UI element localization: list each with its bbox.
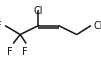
Text: Cl: Cl [94, 21, 101, 31]
Text: F: F [7, 47, 13, 57]
Text: F: F [0, 21, 2, 31]
Text: Cl: Cl [34, 6, 43, 16]
Text: F: F [22, 47, 28, 57]
